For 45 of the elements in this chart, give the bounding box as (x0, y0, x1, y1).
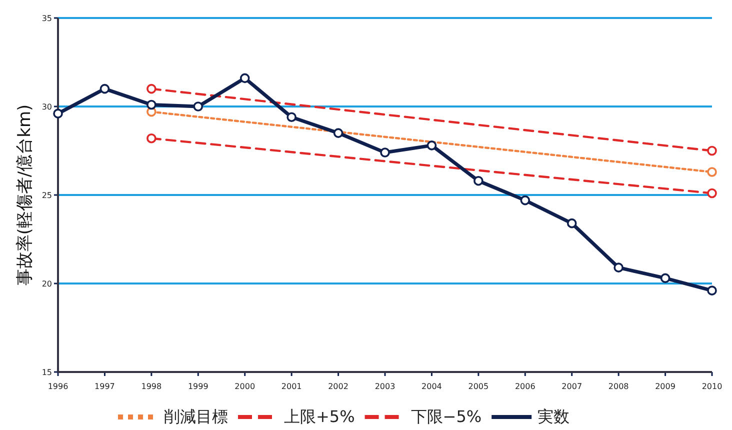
legend-label: 削減目標 (164, 407, 228, 426)
y-tick-label: 25 (42, 191, 52, 200)
point (566, 218, 577, 228)
x-tick-label: 2006 (514, 382, 536, 391)
point (193, 102, 204, 112)
point (286, 112, 296, 122)
x-tick-label: 2004 (422, 382, 442, 391)
point (426, 140, 437, 150)
legend-label: 下限−5% (410, 407, 482, 426)
point (146, 84, 156, 94)
point (707, 286, 717, 296)
point (100, 84, 110, 94)
y-tick-label: 35 (42, 14, 52, 23)
point (707, 167, 717, 177)
point (614, 262, 624, 272)
y-tick-label: 30 (42, 102, 52, 112)
x-tick-label: 1997 (94, 382, 115, 391)
x-tick-label: 1998 (141, 382, 162, 391)
x-tick-label: 2002 (328, 382, 348, 391)
point (380, 148, 390, 158)
x-tick-label: 2000 (234, 382, 256, 391)
point (240, 73, 250, 84)
x-tick-label: 2007 (562, 382, 582, 391)
x-tick-label: 2008 (608, 382, 629, 391)
x-tick-label: 2010 (702, 382, 722, 391)
y-tick-label: 15 (42, 368, 52, 377)
point (707, 188, 717, 198)
x-tick-label: 2009 (655, 382, 676, 391)
point (146, 100, 156, 110)
point (474, 176, 484, 186)
x-tick-label: 2005 (468, 382, 489, 391)
x-tick-label: 1996 (48, 382, 68, 391)
x-tick-label: 2001 (281, 382, 302, 391)
point (53, 108, 63, 118)
y-tick-label: 20 (42, 280, 52, 288)
x-tick-label: 2003 (374, 382, 396, 391)
legend-label: 実数 (538, 407, 570, 426)
point (146, 133, 156, 144)
point (333, 128, 344, 138)
point (660, 273, 670, 284)
point (707, 146, 717, 156)
y-axis-title: 事故率(軽傷者/億台km) (15, 104, 35, 286)
x-tick-label: 1999 (188, 382, 208, 391)
point (520, 195, 530, 206)
legend-label: 上限+5% (284, 407, 355, 426)
